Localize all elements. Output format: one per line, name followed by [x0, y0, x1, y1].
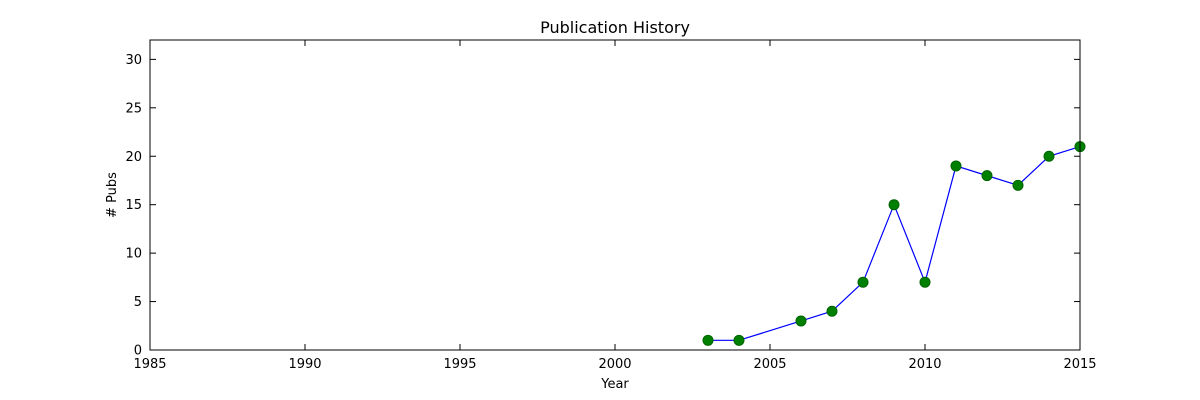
- data-point-2006: [795, 315, 807, 327]
- data-point-2010: [919, 276, 931, 288]
- x-tick-label-2000: 2000: [598, 357, 631, 372]
- y-axis-label: # Pubs: [105, 172, 120, 218]
- y-tick-label-30: 30: [125, 53, 142, 68]
- data-point-2013: [1012, 179, 1024, 191]
- y-tick-label-5: 5: [134, 295, 142, 310]
- series-layer: [702, 141, 1086, 346]
- data-point-2014: [1043, 150, 1055, 162]
- x-tick-label-1990: 1990: [288, 357, 321, 372]
- x-tick-label-1995: 1995: [443, 357, 476, 372]
- series-line-0: [708, 145, 1081, 341]
- x-axis-label: Year: [600, 377, 629, 392]
- data-point-2003: [702, 334, 714, 346]
- y-tick-label-0: 0: [134, 344, 142, 359]
- data-point-2009: [888, 199, 900, 211]
- y-tick-label-25: 25: [125, 101, 142, 116]
- x-tick-label-2015: 2015: [1063, 357, 1096, 372]
- data-point-2008: [857, 276, 869, 288]
- axes-frame: [149, 39, 1081, 351]
- data-point-2012: [981, 170, 993, 182]
- x-tick-label-2005: 2005: [753, 357, 786, 372]
- data-point-2007: [826, 305, 838, 317]
- x-tick-label-2010: 2010: [908, 357, 941, 372]
- x-tick-label-1985: 1985: [133, 357, 166, 372]
- tick-labels-layer: 1985 1990 1995 2000 2005 2010 2015 0 5 10 15 20 25 30: [125, 53, 1096, 372]
- y-tick-label-10: 10: [125, 247, 142, 262]
- y-tick-label-15: 15: [125, 198, 142, 213]
- y-tick-label-20: 20: [125, 150, 142, 165]
- data-point-2011: [950, 160, 962, 172]
- chart-title: Publication History: [540, 18, 690, 37]
- data-point-2004: [733, 334, 745, 346]
